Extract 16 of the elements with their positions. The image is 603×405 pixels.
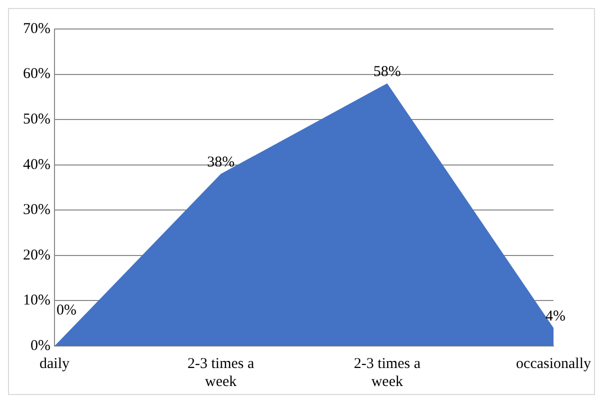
- y-tick-label: 0%: [30, 338, 50, 354]
- data-label: 0%: [56, 302, 76, 318]
- y-tick-label: 50%: [22, 112, 50, 128]
- x-tick-label: occasionally: [516, 356, 592, 372]
- data-label: 38%: [207, 154, 235, 170]
- y-tick-label: 20%: [22, 247, 50, 264]
- y-tick-label: 10%: [22, 292, 50, 309]
- data-label: 4%: [546, 308, 566, 324]
- data-label: 58%: [373, 64, 401, 80]
- y-tick-label: 70%: [22, 20, 50, 37]
- y-tick-label: 30%: [22, 202, 50, 218]
- x-tick-label: daily: [39, 356, 70, 372]
- x-tick-label: 2-3 times a week: [354, 356, 421, 390]
- y-tick-label: 60%: [22, 66, 50, 82]
- y-tick-label: 40%: [22, 156, 50, 173]
- x-tick-label: 2-3 times a week: [188, 356, 254, 390]
